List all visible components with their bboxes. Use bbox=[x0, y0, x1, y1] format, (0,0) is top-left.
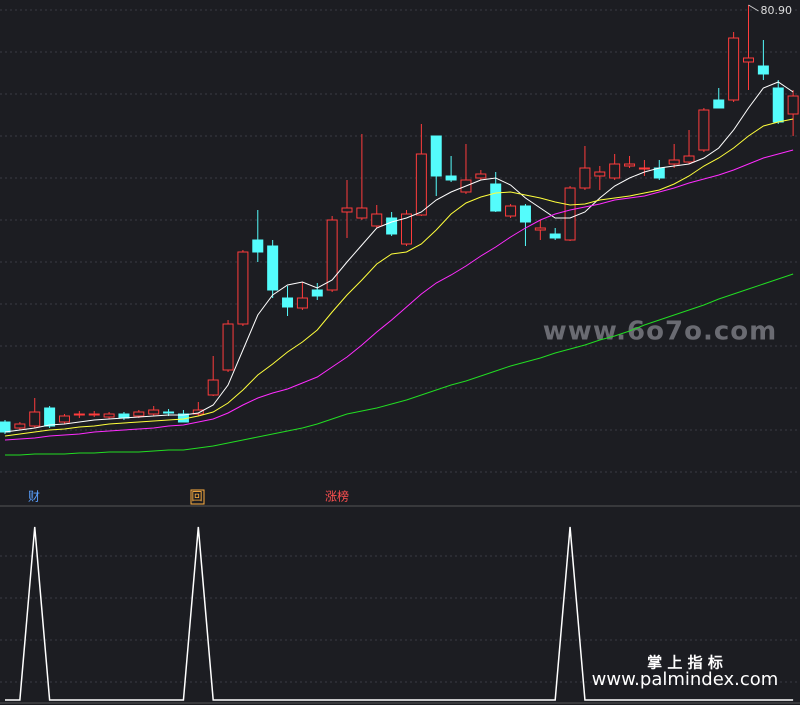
candle-body bbox=[698, 109, 710, 151]
candle-body bbox=[743, 57, 754, 63]
candle-body bbox=[564, 187, 576, 241]
grid bbox=[0, 9, 800, 683]
signal-marker: 涨榜 bbox=[325, 489, 349, 504]
candle-body bbox=[787, 95, 799, 115]
moving-average bbox=[4, 149, 794, 441]
max-pointer bbox=[748, 4, 759, 12]
candle-body bbox=[88, 413, 100, 416]
candle-body bbox=[505, 205, 517, 217]
candle-body bbox=[207, 379, 219, 396]
moving-average bbox=[5, 273, 794, 456]
candle-body bbox=[252, 239, 264, 253]
candle-body bbox=[44, 407, 56, 427]
candle-body bbox=[311, 289, 323, 297]
candle-body bbox=[192, 409, 204, 415]
candle-body bbox=[728, 37, 740, 101]
candle-body bbox=[772, 87, 784, 123]
candle-body bbox=[400, 213, 412, 245]
signal-marker: 财 bbox=[28, 490, 40, 504]
candle-body bbox=[594, 171, 606, 177]
candle-body bbox=[14, 423, 26, 429]
candle-body bbox=[371, 213, 383, 227]
marker-box bbox=[190, 489, 205, 505]
candle-body bbox=[341, 207, 353, 213]
candle-body bbox=[579, 167, 591, 189]
candle-body bbox=[326, 219, 338, 291]
candle-body bbox=[490, 183, 502, 212]
candle-body bbox=[282, 297, 294, 308]
candle-body bbox=[638, 167, 650, 170]
candle-body bbox=[668, 159, 680, 165]
signal-line bbox=[5, 526, 794, 701]
moving-average bbox=[4, 118, 794, 437]
candle-body bbox=[148, 409, 160, 415]
moving-average bbox=[4, 81, 794, 433]
max-label: 80.90 bbox=[761, 4, 793, 17]
candle-body bbox=[549, 233, 561, 239]
watermark: www.6o7o.com bbox=[543, 317, 777, 347]
brand-url: www.palmindex.com bbox=[592, 669, 779, 690]
candle-body bbox=[475, 173, 487, 179]
candle-body bbox=[73, 413, 85, 416]
candle-body bbox=[683, 155, 695, 163]
candle-body bbox=[222, 323, 234, 371]
candle-body bbox=[445, 175, 457, 181]
candle-body bbox=[624, 163, 636, 167]
candle-body bbox=[534, 227, 546, 231]
candle-body bbox=[267, 245, 279, 291]
candle-body bbox=[0, 421, 11, 433]
candle-body bbox=[103, 413, 115, 418]
candle-body bbox=[296, 297, 308, 309]
candle-body bbox=[29, 411, 41, 427]
candle-body bbox=[386, 217, 398, 235]
candle-body bbox=[237, 251, 249, 325]
signal-marker: 回 bbox=[192, 490, 203, 503]
candle-body bbox=[133, 411, 145, 417]
candle-body bbox=[163, 411, 175, 414]
candle-body bbox=[356, 207, 368, 219]
candle-body bbox=[58, 415, 70, 423]
candle-body bbox=[415, 153, 427, 216]
candle-body bbox=[713, 99, 725, 109]
candle-body bbox=[653, 167, 665, 179]
candle-body bbox=[757, 65, 769, 75]
candle-body bbox=[519, 205, 531, 223]
candle-body bbox=[609, 163, 621, 179]
candle-body bbox=[430, 135, 442, 177]
brand-text: 掌 上 指 标 bbox=[647, 654, 723, 672]
